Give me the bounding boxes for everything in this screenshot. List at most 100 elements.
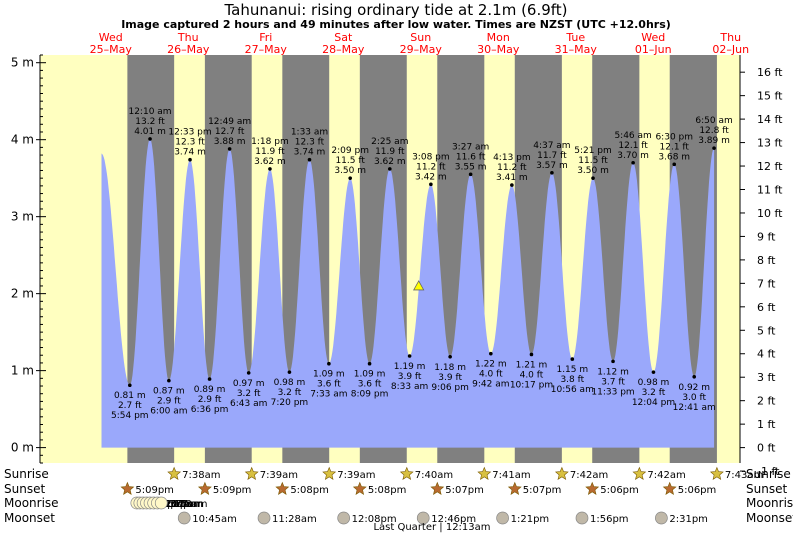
tide-meters: 1.09 m — [354, 370, 386, 380]
tide-feet: 11.9 ft — [255, 147, 285, 157]
row-label-left: Sunrise — [4, 467, 49, 481]
tide-point — [611, 359, 615, 364]
day-label-dow: Wed — [99, 31, 123, 44]
tide-meters: 1.22 m — [475, 360, 507, 370]
tide-feet: 3.9 ft — [438, 373, 462, 383]
sunrise-time: 7:40am — [415, 470, 453, 481]
moonset-time: 2:31pm — [669, 514, 708, 525]
tide-time: 12:33 pm — [168, 128, 211, 138]
tide-time: 6:36 pm — [191, 405, 229, 415]
day-label-dow: Thu — [177, 31, 199, 44]
y-right-tick-label: 11 ft — [757, 184, 783, 197]
tide-point — [429, 182, 433, 187]
tide-point — [188, 157, 192, 162]
tide-time: 3:08 pm — [412, 152, 450, 162]
tide-point — [591, 176, 595, 180]
sunrise-time: 7:42am — [647, 470, 685, 481]
tide-time: 5:46 am — [614, 131, 651, 141]
day-label-dow: Fri — [259, 31, 272, 44]
tide-point — [207, 377, 212, 381]
day-label-date: 27–May — [245, 43, 288, 56]
moonset-time: 1:21pm — [511, 514, 550, 525]
tide-time: 1:18 pm — [251, 137, 289, 147]
tide-meters: 3.89 m — [698, 136, 730, 146]
chart-title: Tahunanui: rising ordinary tide at 2.1m … — [223, 1, 567, 19]
tide-time: 7:33 am — [310, 390, 347, 400]
day-label-dow: Thu — [719, 31, 741, 44]
tide-meters: 3.57 m — [536, 161, 568, 171]
sun-icon — [399, 466, 414, 480]
tide-feet: 12.1 ft — [660, 142, 690, 152]
day-label-date: 02–Jun — [712, 43, 749, 56]
y-right-tick-label: -1 ft — [757, 465, 780, 478]
sunset-time: 5:09pm — [135, 485, 174, 496]
tide-feet: 3.0 ft — [682, 393, 706, 403]
y-right-tick-label: 12 ft — [757, 160, 783, 173]
tide-feet: 3.2 ft — [237, 389, 261, 399]
tide-time: 12:04 pm — [632, 398, 675, 408]
tide-feet: 3.7 ft — [601, 377, 625, 387]
day-label-dow: Tue — [565, 31, 585, 44]
tide-meters: 3.62 m — [254, 157, 286, 167]
tide-point — [407, 354, 412, 358]
tide-time: 10:56 am — [551, 385, 594, 395]
sunrise-time: 7:38am — [182, 470, 220, 481]
tide-time: 6:50 am — [695, 116, 732, 126]
y-right-tick-label: 16 ft — [757, 66, 783, 79]
tide-feet: 2.9 ft — [157, 397, 181, 407]
y-left-tick-label: 3 m — [11, 210, 34, 224]
day-label-date: 31–May — [555, 43, 598, 56]
row-label-right: Moonset — [746, 511, 793, 525]
tide-time: 12:10 am — [128, 107, 171, 117]
tide-meters: 3.50 m — [334, 166, 366, 176]
tide-feet: 2.7 ft — [118, 401, 142, 411]
moonset-time: 12:08pm — [352, 514, 397, 525]
tide-meters: 3.62 m — [374, 157, 406, 167]
tide-meters: 0.98 m — [638, 378, 670, 388]
sun-icon — [120, 481, 135, 495]
tide-feet: 11.2 ft — [497, 163, 527, 173]
tide-meters: 1.09 m — [313, 370, 345, 380]
tide-time: 4:37 am — [533, 141, 570, 151]
tide-feet: 11.7 ft — [537, 151, 567, 161]
sunrise-time: 7:39am — [260, 470, 298, 481]
sun-icon — [554, 466, 569, 480]
current-tide-marker — [413, 280, 425, 291]
tide-meters: 3.68 m — [658, 152, 690, 162]
sun-icon — [662, 481, 677, 495]
tide-time: 12:41 am — [673, 403, 716, 413]
tide-point — [672, 162, 677, 167]
y-left-tick-label: 0 m — [11, 441, 34, 455]
tide-point — [367, 361, 372, 366]
tide-point — [468, 172, 473, 177]
tide-point — [287, 370, 292, 374]
sunset-time: 5:06pm — [600, 485, 639, 496]
tide-point — [167, 378, 171, 383]
y-right-tick-label: 9 ft — [757, 230, 776, 243]
tide-point — [570, 357, 575, 361]
moon-icon — [337, 511, 351, 525]
y-right-tick-label: 7 ft — [757, 277, 776, 290]
moonset-time: 11:28am — [272, 514, 317, 525]
day-label-dow: Sat — [334, 31, 353, 44]
y-right-tick-label: 8 ft — [757, 254, 776, 267]
tide-meters: 0.92 m — [678, 383, 710, 393]
day-label-dow: Mon — [487, 31, 510, 44]
sunset-time: 5:07pm — [523, 485, 562, 496]
tide-time: 8:09 pm — [351, 390, 389, 400]
row-label-right: Sunrise — [746, 467, 791, 481]
tide-point — [631, 160, 635, 165]
sunset-time: 5:06pm — [678, 485, 717, 496]
sunrise-time: 7:43am — [725, 470, 763, 481]
tide-meters: 3.55 m — [455, 162, 487, 172]
day-label-date: 28–May — [322, 43, 365, 56]
tide-meters: 1.21 m — [516, 360, 548, 370]
sunset-time: 5:08pm — [368, 485, 407, 496]
tide-feet: 12.3 ft — [175, 138, 205, 148]
y-right-tick-label: 6 ft — [757, 301, 776, 314]
tide-time: 3:27 am — [452, 142, 489, 152]
tide-feet: 12.8 ft — [699, 126, 729, 136]
sunrise-time: 7:41am — [492, 470, 530, 481]
tide-time: 5:54 pm — [111, 411, 149, 421]
